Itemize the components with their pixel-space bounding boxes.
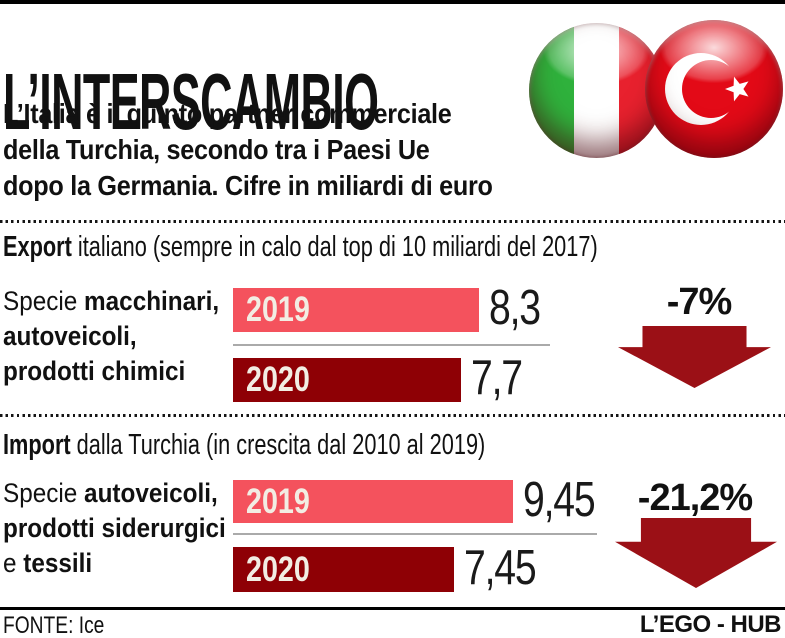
export-title-word: Export <box>3 231 72 263</box>
export-value-2019: 8,3 <box>489 281 541 335</box>
export-title-note: (sempre in calo dal top di 10 miliardi d… <box>152 231 598 263</box>
bar-separator <box>233 344 550 346</box>
export-categories-label: Specie macchinari, autoveicoli, prodotti… <box>3 286 220 386</box>
import-bar-2019: 2019 <box>233 480 513 523</box>
italy-flag-icon <box>529 23 664 158</box>
flag-gloss <box>645 20 783 158</box>
source-label: FONTE: Ice <box>3 612 105 638</box>
import-value-2019: 9,45 <box>523 473 596 527</box>
bar-year-label: 2019 <box>246 482 310 521</box>
export-bar-2020: 2020 <box>233 358 461 402</box>
bar-year-label: 2020 <box>246 360 310 399</box>
footer-divider <box>0 607 785 610</box>
down-arrow-icon <box>615 518 777 588</box>
bar-separator <box>233 533 597 535</box>
top-border <box>0 0 785 4</box>
subtitle-line: L’Italia è il quinto partner commerciale <box>3 98 452 129</box>
export-section-title: Export italiano (sempre in calo dal top di… <box>3 231 598 263</box>
export-bar-2019: 2019 <box>233 288 479 332</box>
page-title: L’INTERSCAMBIO <box>3 56 379 146</box>
import-value-2020: 7,45 <box>464 541 537 595</box>
import-bar-2020: 2020 <box>233 547 454 592</box>
import-section-title: Import dalla Turchia (in crescita dal 2010… <box>3 429 486 461</box>
subtitle-line: della Turchia, secondo tra i Paesi Ue <box>3 134 430 165</box>
section-divider <box>0 220 785 223</box>
subtitle: L’Italia è il quinto partner commerciale… <box>3 96 547 204</box>
down-arrow-icon <box>618 326 771 388</box>
bar-year-label: 2020 <box>246 550 310 589</box>
import-categories-label: Specie autoveicoli, prodotti siderurgici… <box>3 478 226 578</box>
subtitle-line: dopo la Germania. Cifre in miliardi di e… <box>3 170 493 201</box>
bar-year-label: 2019 <box>246 290 310 329</box>
import-section: Import dalla Turchia (in crescita dal 2010… <box>0 414 785 607</box>
import-title-word: Import <box>3 429 71 461</box>
credit-label: L’EGO - HUB <box>639 611 782 638</box>
flag-gloss <box>529 23 664 158</box>
export-change-percentage: -7% <box>666 281 733 323</box>
turkey-flag-icon <box>645 20 783 158</box>
export-section: Export italiano (sempre in calo dal top di… <box>0 220 785 414</box>
import-title-note: (in crescita dal 2010 al 2019) <box>205 429 486 461</box>
import-change-percentage: -21,2% <box>637 477 753 519</box>
section-divider <box>0 414 785 417</box>
export-value-2020: 7,7 <box>471 351 523 405</box>
